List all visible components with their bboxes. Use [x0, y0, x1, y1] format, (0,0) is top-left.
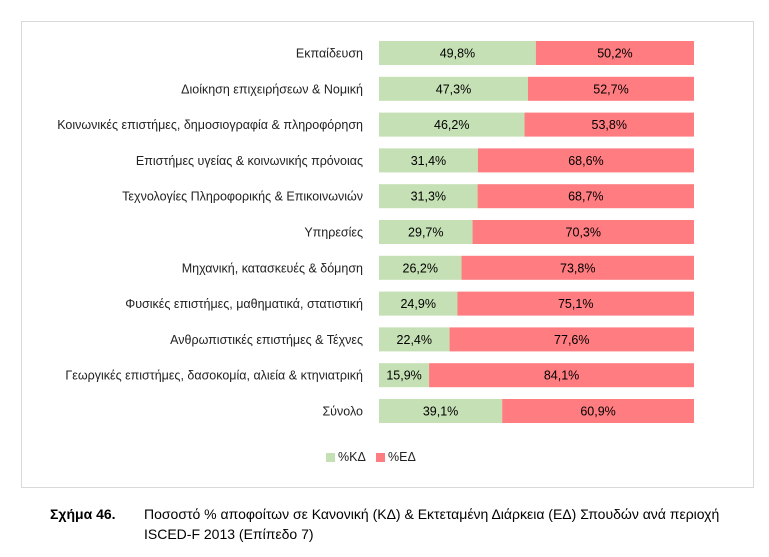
- bar-segment-kd: [379, 148, 478, 173]
- data-label: 29,7%: [408, 226, 443, 240]
- bar-segment-ed: [457, 291, 694, 316]
- data-label: 24,9%: [400, 297, 435, 311]
- bar-segment-ed: [535, 41, 694, 65]
- category-label: Φυσικές επιστήμες, μαθηματικά, στατιστικ…: [125, 297, 363, 311]
- legend-label: %ΕΔ: [388, 450, 416, 464]
- data-label: 15,9%: [386, 369, 421, 383]
- bar-segment-ed: [477, 184, 694, 209]
- data-label: 53,8%: [592, 118, 627, 132]
- bar-segment-ed: [524, 112, 694, 137]
- bar-segment-kd: [379, 363, 430, 388]
- bar-segment-ed: [461, 255, 694, 280]
- legend-label: %ΚΔ: [338, 450, 366, 464]
- data-label: 31,3%: [411, 190, 446, 204]
- data-label: 22,4%: [397, 333, 432, 347]
- data-label: 26,2%: [403, 261, 438, 275]
- bar-segment-kd: [379, 327, 450, 352]
- caption-text: Ποσοστό % αποφοίτων σε Κανονική (ΚΔ) & Ε…: [144, 506, 720, 542]
- bar-segment-ed: [472, 220, 694, 244]
- category-label: Γεωργικές επιστήμες, δασοκομία, αλιεία &…: [65, 369, 363, 383]
- data-label: 50,2%: [597, 47, 632, 61]
- bar-segment-kd: [379, 291, 458, 316]
- data-label: 49,8%: [440, 47, 475, 61]
- data-label: 84,1%: [544, 369, 579, 383]
- bar-segment-kd: [379, 76, 528, 101]
- bar-segment-kd: [379, 399, 503, 423]
- data-label: 68,7%: [568, 190, 603, 204]
- bar-segment-ed: [449, 327, 694, 352]
- data-label: 31,4%: [411, 154, 446, 168]
- legend-swatch: [326, 453, 335, 462]
- data-label: 75,1%: [558, 297, 593, 311]
- bar-segment-kd: [379, 220, 473, 244]
- bar-segment-kd: [379, 41, 536, 65]
- category-label: Τεχνολογίες Πληροφορικής & Επικοινωνιών: [122, 190, 363, 204]
- data-label: 77,6%: [554, 333, 589, 347]
- bar-segment-ed: [429, 363, 694, 388]
- bar-segment-ed: [502, 399, 694, 423]
- bar-segment-kd: [379, 184, 478, 209]
- category-label: Σύνολο: [322, 405, 363, 419]
- category-label: Υπηρεσίες: [304, 226, 363, 240]
- bar-segment-kd: [379, 112, 525, 137]
- data-label: 46,2%: [434, 118, 469, 132]
- bar-segment-ed: [477, 148, 694, 173]
- data-label: 47,3%: [436, 82, 471, 96]
- category-label: Ανθρωπιστικές επιστήμες & Τέχνες: [170, 333, 363, 347]
- data-label: 60,9%: [580, 405, 615, 419]
- data-label: 70,3%: [566, 226, 601, 240]
- stacked-bar-chart: Εκπαίδευση 49,8% 50,2% Διοίκηση επιχειρήσεω…: [57, 41, 694, 464]
- data-label: 52,7%: [593, 82, 628, 96]
- category-label: Επιστήμες υγείας & κοινωνικής πρόνοιας: [136, 154, 363, 168]
- data-label: 68,6%: [568, 154, 603, 168]
- caption-number: Σχήμα 46.: [50, 506, 116, 522]
- category-label: Διοίκηση επιχειρήσεων & Νομική: [181, 82, 363, 96]
- category-label: Κοινωνικές επιστήμες, δημοσιογραφία & πλ…: [57, 118, 363, 132]
- bar-segment-kd: [379, 255, 462, 280]
- category-label: Εκπαίδευση: [296, 47, 363, 61]
- legend-swatch: [376, 453, 385, 462]
- bar-segment-ed: [527, 76, 694, 101]
- category-label: Μηχανική, κατασκευές & δόμηση: [182, 261, 363, 275]
- data-label: 39,1%: [423, 405, 458, 419]
- data-label: 73,8%: [560, 261, 595, 275]
